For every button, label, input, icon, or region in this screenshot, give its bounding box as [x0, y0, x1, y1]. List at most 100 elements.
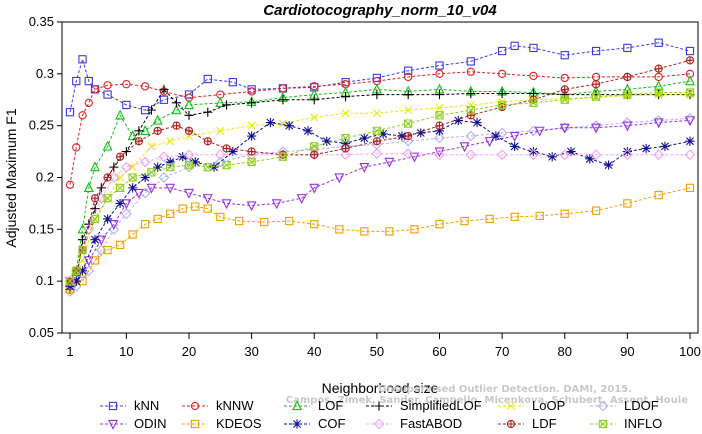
- point-knn: [497, 46, 507, 56]
- point-knn: [404, 66, 413, 75]
- x-tick-label: 80: [558, 344, 572, 359]
- point-loop: [247, 121, 256, 130]
- point-simplifiedlof: [221, 100, 232, 110]
- point-odin: [165, 183, 176, 194]
- point-kdeos: [178, 204, 187, 213]
- point-loop: [372, 109, 381, 118]
- point-fastabod: [340, 149, 351, 161]
- point-ldof: [434, 132, 445, 144]
- point-ldof: [158, 172, 170, 183]
- point-inflo: [685, 88, 695, 97]
- point-cof: [566, 146, 576, 157]
- plot-frame: [61, 21, 699, 334]
- legend-marker-fastabod: [373, 418, 385, 430]
- point-odin: [591, 123, 602, 134]
- point-knn: [247, 85, 256, 94]
- legend-item-knnw: kNNW: [182, 398, 254, 413]
- point-inflo: [147, 168, 156, 177]
- point-cof: [322, 136, 332, 146]
- point-ldf: [115, 152, 125, 161]
- point-inflo: [72, 266, 81, 275]
- point-knnw: [497, 69, 507, 78]
- point-ldf: [153, 126, 162, 135]
- series-line-inflo: [69, 92, 690, 282]
- point-knnw: [90, 85, 100, 94]
- y-tick-label: 0.35: [29, 14, 54, 29]
- point-cof: [247, 131, 257, 141]
- point-kdeos: [166, 209, 175, 218]
- point-ldf: [103, 173, 112, 182]
- point-inflo: [115, 183, 125, 193]
- legend-marker-odin: [108, 419, 118, 430]
- point-ldf: [591, 80, 601, 89]
- point-ldf: [203, 137, 212, 146]
- point-lof: [83, 182, 94, 193]
- legend-label-ldf: LDF: [532, 416, 557, 431]
- point-odin: [334, 173, 345, 184]
- point-cof: [228, 146, 238, 157]
- watermark-line-1: Unsupervised Outlier Detection. DAMI, 20…: [378, 384, 632, 395]
- point-loop: [686, 90, 694, 99]
- point-cof: [90, 235, 100, 245]
- point-odin: [484, 137, 495, 148]
- point-ldof: [108, 223, 120, 235]
- point-ldof: [120, 208, 132, 220]
- point-odin: [309, 183, 320, 194]
- legend-marker-simplifiedlof: [374, 401, 384, 411]
- x-tick-label: 20: [182, 344, 196, 359]
- point-inflo: [372, 126, 382, 135]
- point-ldf: [685, 56, 695, 65]
- legend-marker-ldof: [597, 400, 609, 412]
- point-cof: [340, 138, 351, 148]
- point-fastabod: [684, 149, 696, 161]
- point-knn: [372, 73, 382, 83]
- point-loop: [310, 113, 319, 122]
- legend-marker-lof: [292, 400, 302, 411]
- point-fastabod: [434, 149, 445, 161]
- x-tick-label: 30: [244, 344, 258, 359]
- point-knn: [435, 61, 444, 70]
- watermark-line-2: Campos, Zimek, Sander, Campello, Micenko…: [286, 395, 688, 406]
- point-kdeos: [310, 220, 319, 229]
- point-odin: [559, 123, 570, 134]
- point-kdeos: [153, 214, 162, 224]
- point-kdeos: [103, 245, 112, 255]
- point-knn: [72, 76, 81, 86]
- point-knn: [510, 41, 519, 50]
- legend-label-knn: kNN: [134, 398, 159, 413]
- point-cof: [603, 160, 614, 170]
- point-cof: [453, 115, 463, 126]
- point-cof: [102, 214, 113, 224]
- y-axis-label: Adjusted Maximum F1: [3, 108, 19, 247]
- point-cof: [265, 117, 276, 128]
- point-cof: [472, 117, 482, 128]
- point-ldf: [560, 85, 569, 94]
- point-inflo: [623, 90, 632, 99]
- legend-item-kdeos: KDEOS: [182, 416, 262, 431]
- legend-item-inflo: INFLO: [590, 416, 662, 431]
- point-ldf: [184, 126, 194, 135]
- point-odin: [653, 118, 664, 129]
- point-inflo: [497, 100, 507, 110]
- point-fastabod: [139, 156, 151, 168]
- point-cof: [128, 183, 138, 193]
- point-fastabod: [653, 149, 665, 161]
- legend-item-loop: LoOP: [498, 398, 565, 413]
- series-line-odin: [69, 120, 691, 282]
- point-inflo: [184, 160, 194, 170]
- x-tick-label: 100: [679, 344, 701, 359]
- point-cof: [303, 126, 313, 136]
- series-ldf: [65, 56, 695, 286]
- point-odin: [221, 199, 232, 210]
- point-cof: [491, 131, 501, 141]
- point-knnw: [141, 82, 150, 91]
- point-cof: [547, 152, 557, 162]
- point-ldf: [172, 121, 181, 130]
- point-knnw: [84, 98, 93, 108]
- legend-item-cof: COF: [284, 416, 346, 431]
- point-loop: [341, 109, 350, 118]
- point-odin: [183, 188, 194, 199]
- point-inflo: [466, 105, 475, 115]
- point-loop: [128, 163, 137, 172]
- point-kdeos: [335, 225, 344, 234]
